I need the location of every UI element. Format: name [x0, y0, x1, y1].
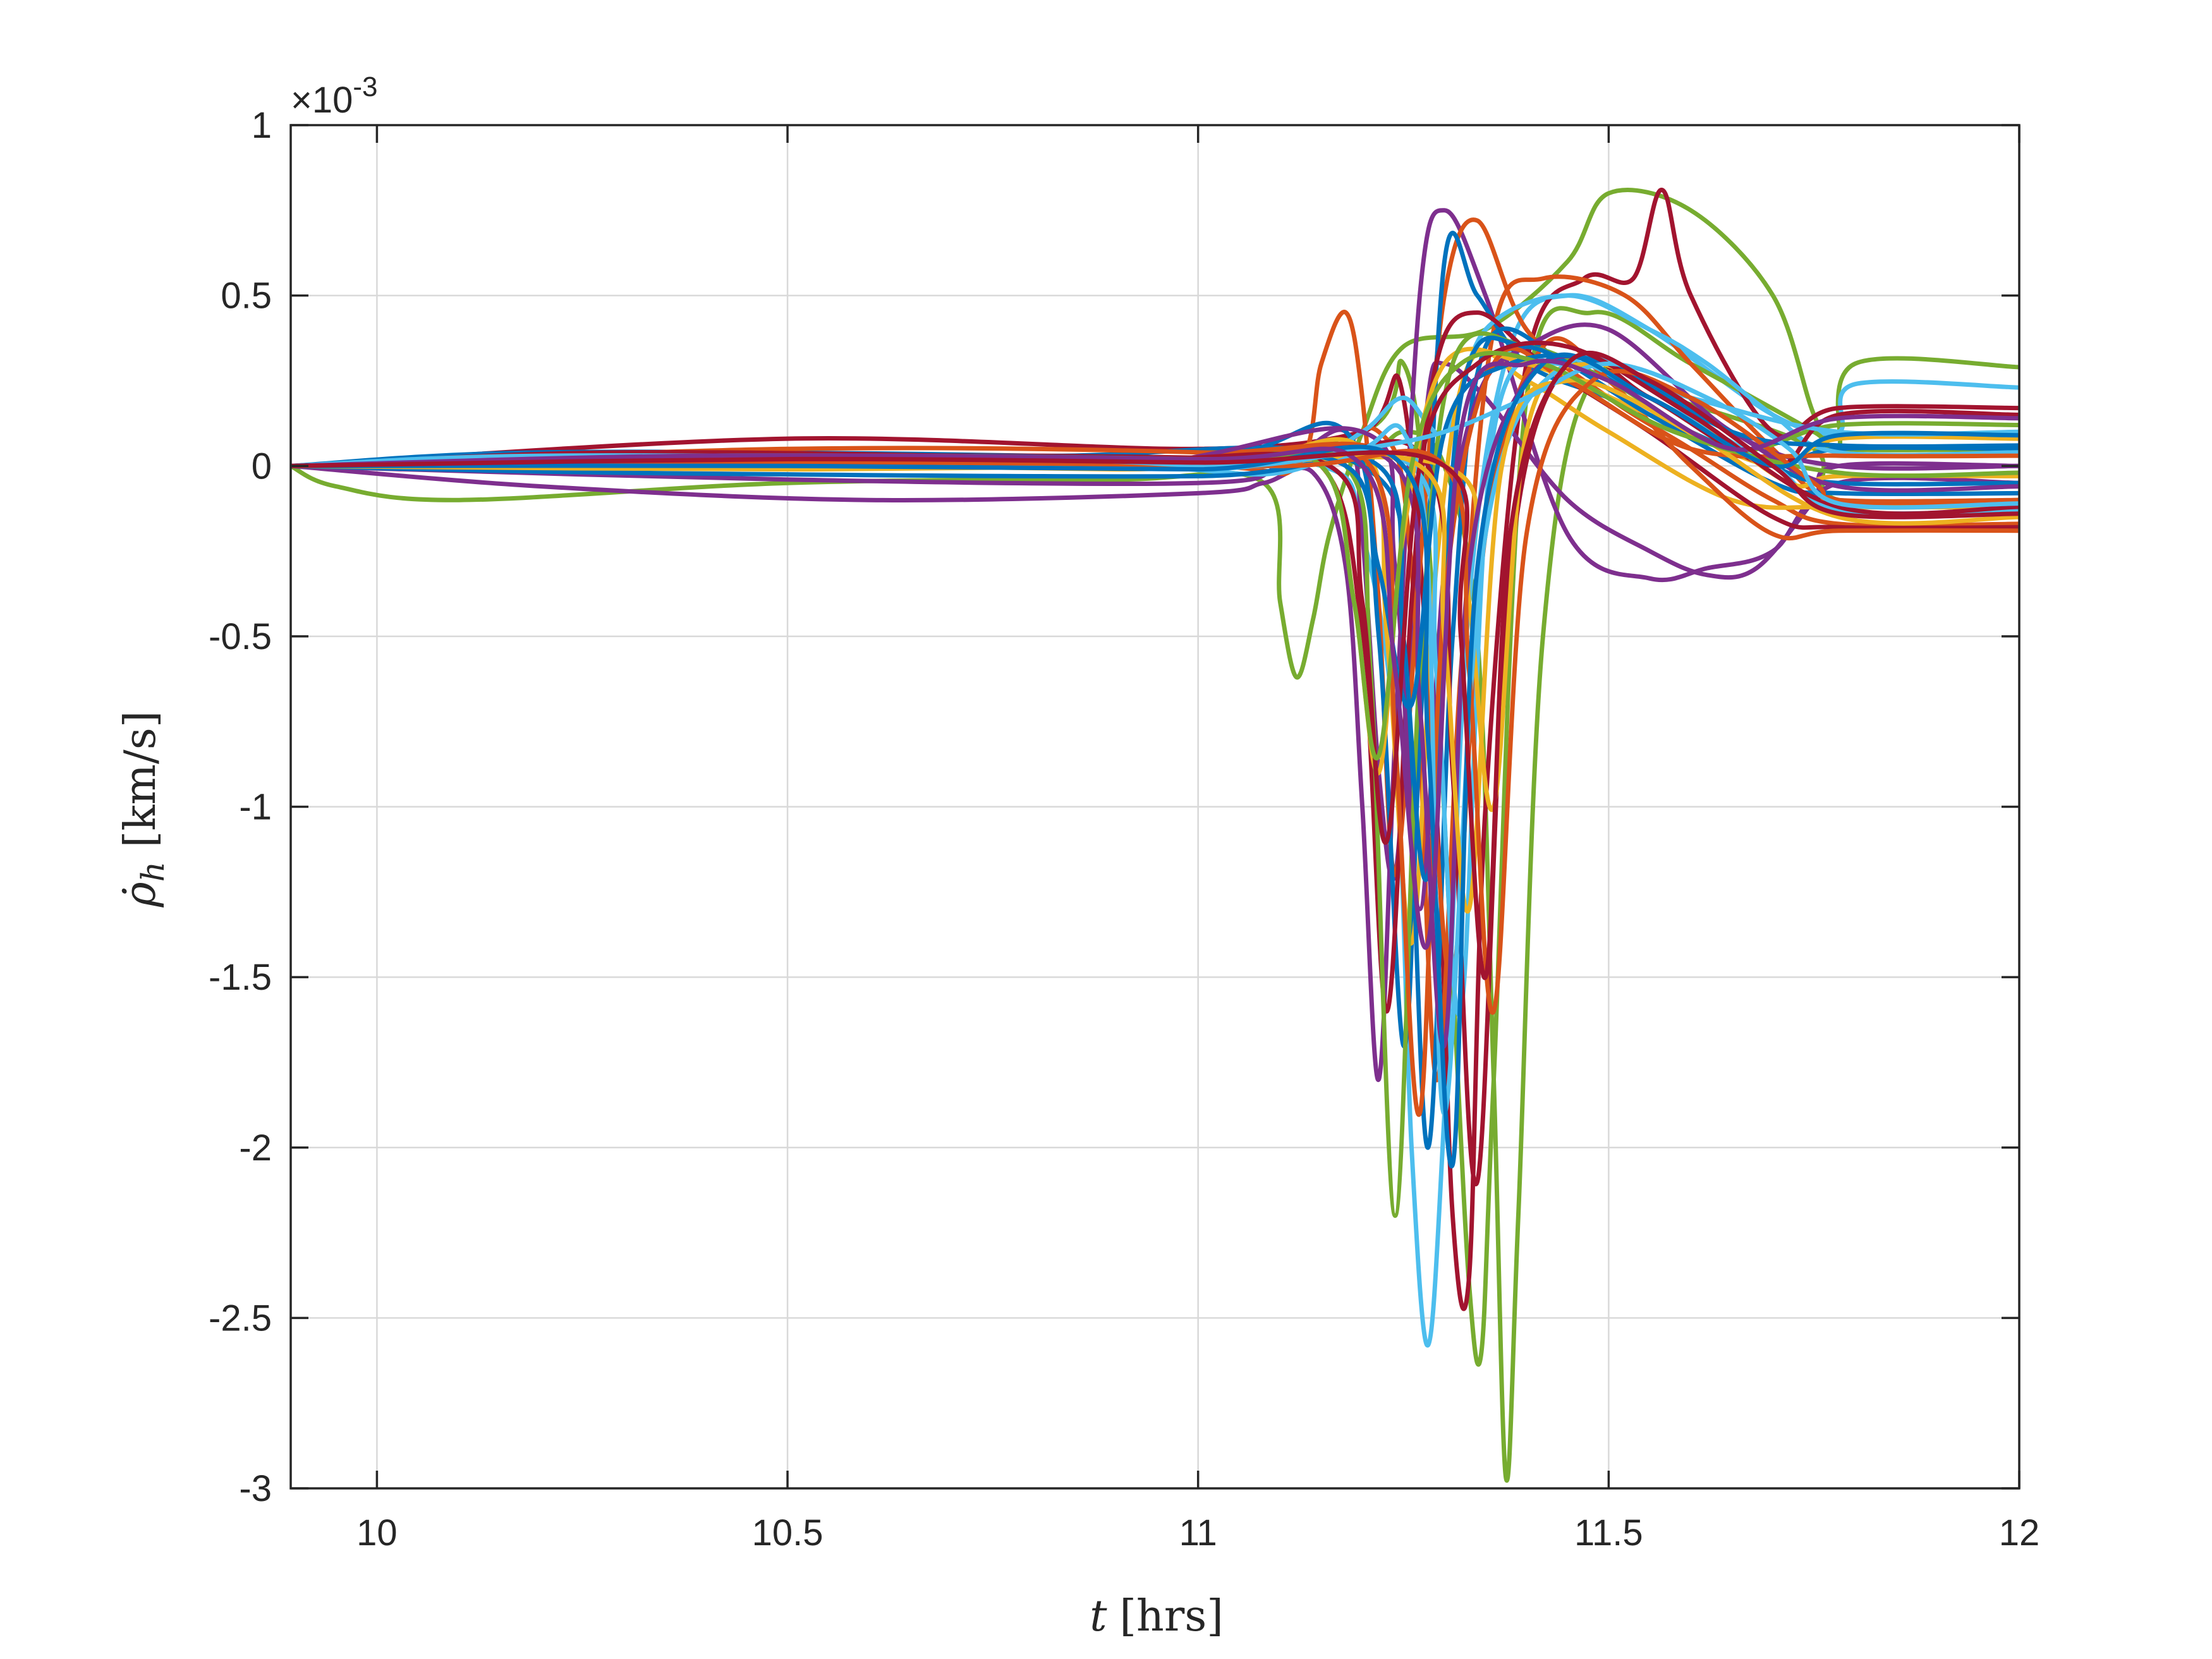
- series-line: [291, 336, 2019, 882]
- plot-area: [289, 124, 2021, 1490]
- y-tick-label: -3: [239, 1468, 272, 1509]
- y-tick-labels: 1 0.5 0 -0.5 -1 -1.5 -2 -2.5 -3: [209, 105, 272, 1509]
- y-exponent-prefix: ×10: [291, 80, 353, 121]
- y-axis-unit: [km/s]: [116, 711, 166, 848]
- y-tick-label: 0.5: [221, 276, 272, 317]
- y-tick-label: -1: [239, 787, 272, 828]
- series-line: [291, 352, 2019, 1169]
- y-exponent-power: -3: [353, 71, 377, 102]
- y-exponent-label: ×10-3: [291, 71, 378, 121]
- y-tick-label: 0: [252, 446, 272, 487]
- svg-text:ρ̇h[km/s]: ρ̇h [km/s]: [116, 711, 171, 908]
- series-line: [291, 208, 2019, 1082]
- x-tick-label: 10.5: [752, 1512, 823, 1553]
- series-line: [291, 368, 2019, 1015]
- series-line: [291, 350, 2019, 980]
- y-tick-label: -2.5: [209, 1297, 272, 1339]
- y-tick-label: -0.5: [209, 616, 272, 657]
- y-tick-label: -2: [239, 1127, 272, 1169]
- tick-marks: [291, 124, 2021, 1490]
- svg-text:t[hrs]: t [hrs]: [1090, 1591, 1224, 1641]
- y-axis-label: ρ̇h [km/s]: [116, 711, 171, 908]
- x-tick-label: 11: [1179, 1512, 1217, 1553]
- y-tick-label: -1.5: [209, 957, 272, 998]
- svg-text:×10-3: ×10-3: [291, 71, 378, 121]
- y-axis-subscript: h: [135, 861, 171, 882]
- x-axis-symbol: t: [1090, 1591, 1107, 1641]
- series-line: [291, 358, 2019, 950]
- x-tick-label: 12: [1999, 1512, 2040, 1553]
- x-tick-label: 11.5: [1574, 1512, 1643, 1553]
- x-tick-labels: 10 10.5 11 11.5 12: [356, 1512, 2039, 1553]
- x-axis-unit: [hrs]: [1120, 1591, 1224, 1641]
- series-line: [291, 188, 2019, 680]
- x-axis-label: t [hrs]: [1090, 1591, 1224, 1641]
- series-group: [291, 188, 2019, 1483]
- y-axis-symbol: ρ̇: [116, 882, 166, 908]
- x-tick-label: 10: [356, 1512, 398, 1553]
- y-tick-label: 1: [252, 105, 272, 146]
